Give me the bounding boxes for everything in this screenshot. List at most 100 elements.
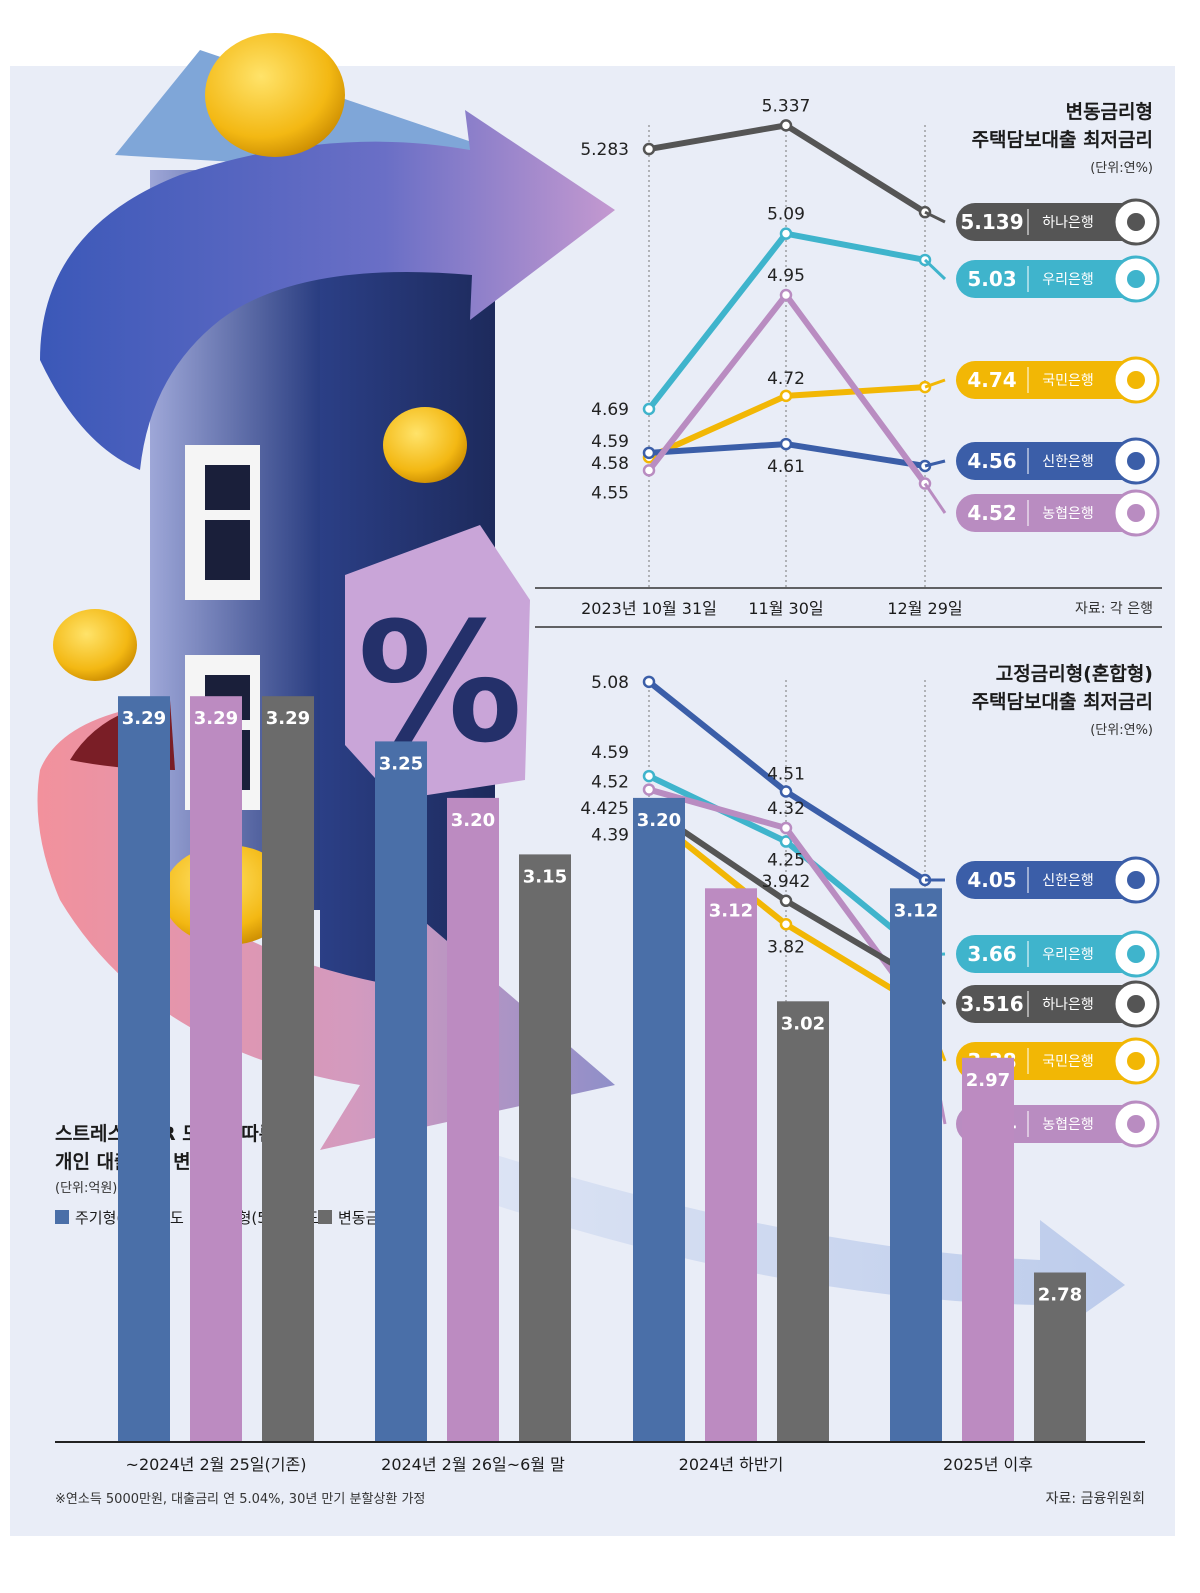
bar-label-3-3: 3.02 [781,1013,825,1034]
badge-value-shinhan: 4.05 [967,868,1016,892]
coin-left-icon [53,609,137,681]
bar-footnote: ※연소득 5000만원, 대출금리 연 5.04%, 30년 만기 분할상환 가… [55,1492,425,1507]
data-label-nh-1: 4.52 [591,773,629,793]
bar-source: 자료: 금융위원회 [1046,1491,1145,1507]
chart2-title-line1: 고정금리형(혼합형) [996,662,1153,685]
bar-3-3 [777,1001,829,1442]
badge-name-hana: 하나은행 [1042,997,1094,1013]
badge-connector-shinhan [924,459,946,468]
data-label-hana-2: 5.337 [762,96,811,116]
x-tick-1: 2023년 10월 31일 [581,599,717,618]
badge-shinhan [956,861,1146,899]
data-label-woori-1: 4.59 [591,743,629,763]
bar-1-2 [190,696,242,1442]
badge-kb [956,361,1146,399]
bar-label-3-2: 3.12 [709,900,753,921]
point-woori-1 [642,769,656,783]
data-label-hana-1: 5.283 [580,140,629,160]
bank-logo-mark-kb-icon [1127,371,1145,389]
upper-arrow [40,110,615,470]
bar-label-4-3: 2.78 [1038,1285,1082,1306]
bar-unit: (단위:억원) [55,1181,117,1196]
bar-2-1 [375,741,427,1442]
x-tick-3: 12월 29일 [887,599,962,618]
chart1-title-line1: 변동금리형 [1066,101,1153,123]
point-shinhan-2 [779,785,793,798]
bar-4-2 [962,1057,1014,1442]
point-nh-2 [779,821,793,835]
bank-logo-mark-hana-icon [1127,213,1145,231]
point-hana-2 [779,119,793,132]
badge-name-nh: 농협은행 [1042,506,1094,522]
badge-name-kb: 국민은행 [1042,1054,1094,1070]
point-nh-1 [642,783,656,796]
badge-shinhan [956,442,1146,480]
badge-name-hana: 하나은행 [1042,215,1094,231]
bar-label-4-1: 3.12 [894,900,938,921]
chart1-title-line2: 주택담보대출 최저금리 [972,129,1153,151]
bank-logo-mark-woori-icon [1127,945,1145,963]
data-label-woori-2: 4.25 [767,851,805,871]
bar-4-1 [890,888,942,1442]
data-label-kb-2: 4.72 [767,369,805,389]
point-kb-2 [779,918,793,931]
window-top-icon [185,445,260,600]
point-kb-2 [779,389,793,403]
data-label-shinhan-2: 4.61 [767,457,805,477]
legend-swatch-1 [55,1210,69,1224]
badge-value-woori: 5.03 [967,267,1016,291]
bar-2-2 [447,797,499,1442]
category-label-4: 2025년 이후 [943,1455,1033,1474]
bank-logo-mark-hana-icon [1127,995,1145,1013]
legend-swatch-3 [318,1210,332,1224]
badge-connector-kb [924,378,946,389]
data-label-kb-1: 4.39 [591,826,629,846]
x-tick-2: 11월 30일 [748,599,823,618]
badge-nh [956,494,1146,532]
badge-name-shinhan: 신한은행 [1042,873,1094,889]
data-label-shinhan-2: 4.51 [767,764,805,784]
badge-value-hana: 3.516 [960,992,1023,1016]
badge-name-shinhan: 신한은행 [1042,454,1094,470]
bank-logo-mark-kb-icon [1127,1052,1145,1070]
bar-2-3 [519,854,571,1442]
badge-woori [956,260,1146,298]
chart2-title-line2: 주택담보대출 최저금리 [972,691,1153,713]
data-label-nh-2: 4.32 [767,799,805,819]
point-nh-1 [642,464,656,477]
bar-label-2-2: 3.20 [451,810,495,831]
bank-logo-mark-nh-icon [1127,504,1145,522]
badge-value-kb: 4.74 [967,368,1016,392]
bar-label-1-1: 3.29 [122,708,166,729]
bank-logo-mark-shinhan-icon [1127,452,1145,470]
badge-hana [956,203,1146,241]
data-label-kb-2: 3.82 [767,937,805,957]
chart1-source: 자료: 각 은행 [1075,601,1153,617]
point-shinhan-1 [642,446,656,460]
badge-woori [956,935,1146,973]
badge-value-hana: 5.139 [960,210,1023,234]
bar-1-1 [118,696,170,1442]
bank-logo-mark-nh-icon [1127,1115,1145,1133]
badge-connector-nh [923,482,947,514]
variable-rate-line-chart: 5.283 5.337 4.69 5.09 4.58 4.72 4.59 4.61 4.55 4.… [580,96,1160,588]
bar-label-2-1: 3.25 [379,753,423,774]
point-woori-2 [779,227,793,240]
point-hana-1 [642,142,656,156]
bank-logo-mark-woori-icon [1127,270,1145,288]
bar-label-4-2: 2.97 [966,1070,1010,1091]
data-label-woori-2: 5.09 [767,205,805,225]
bar-label-1-2: 3.29 [194,708,238,729]
point-shinhan-2 [779,437,793,451]
data-label-shinhan-1: 4.59 [591,432,629,452]
data-label-nh-2: 4.95 [767,266,805,286]
data-label-hana-1: 4.425 [580,799,629,819]
badge-name-woori: 우리은행 [1042,272,1094,288]
data-label-hana-2: 3.942 [762,872,811,892]
bar-1-3 [262,696,314,1442]
category-label-3: 2024년 하반기 [679,1455,784,1474]
data-label-woori-1: 4.69 [591,400,629,420]
category-label-2: 2024년 2월 26일~6월 말 [381,1455,565,1474]
coin-middle-icon [383,407,467,483]
point-shinhan-1 [642,675,656,689]
